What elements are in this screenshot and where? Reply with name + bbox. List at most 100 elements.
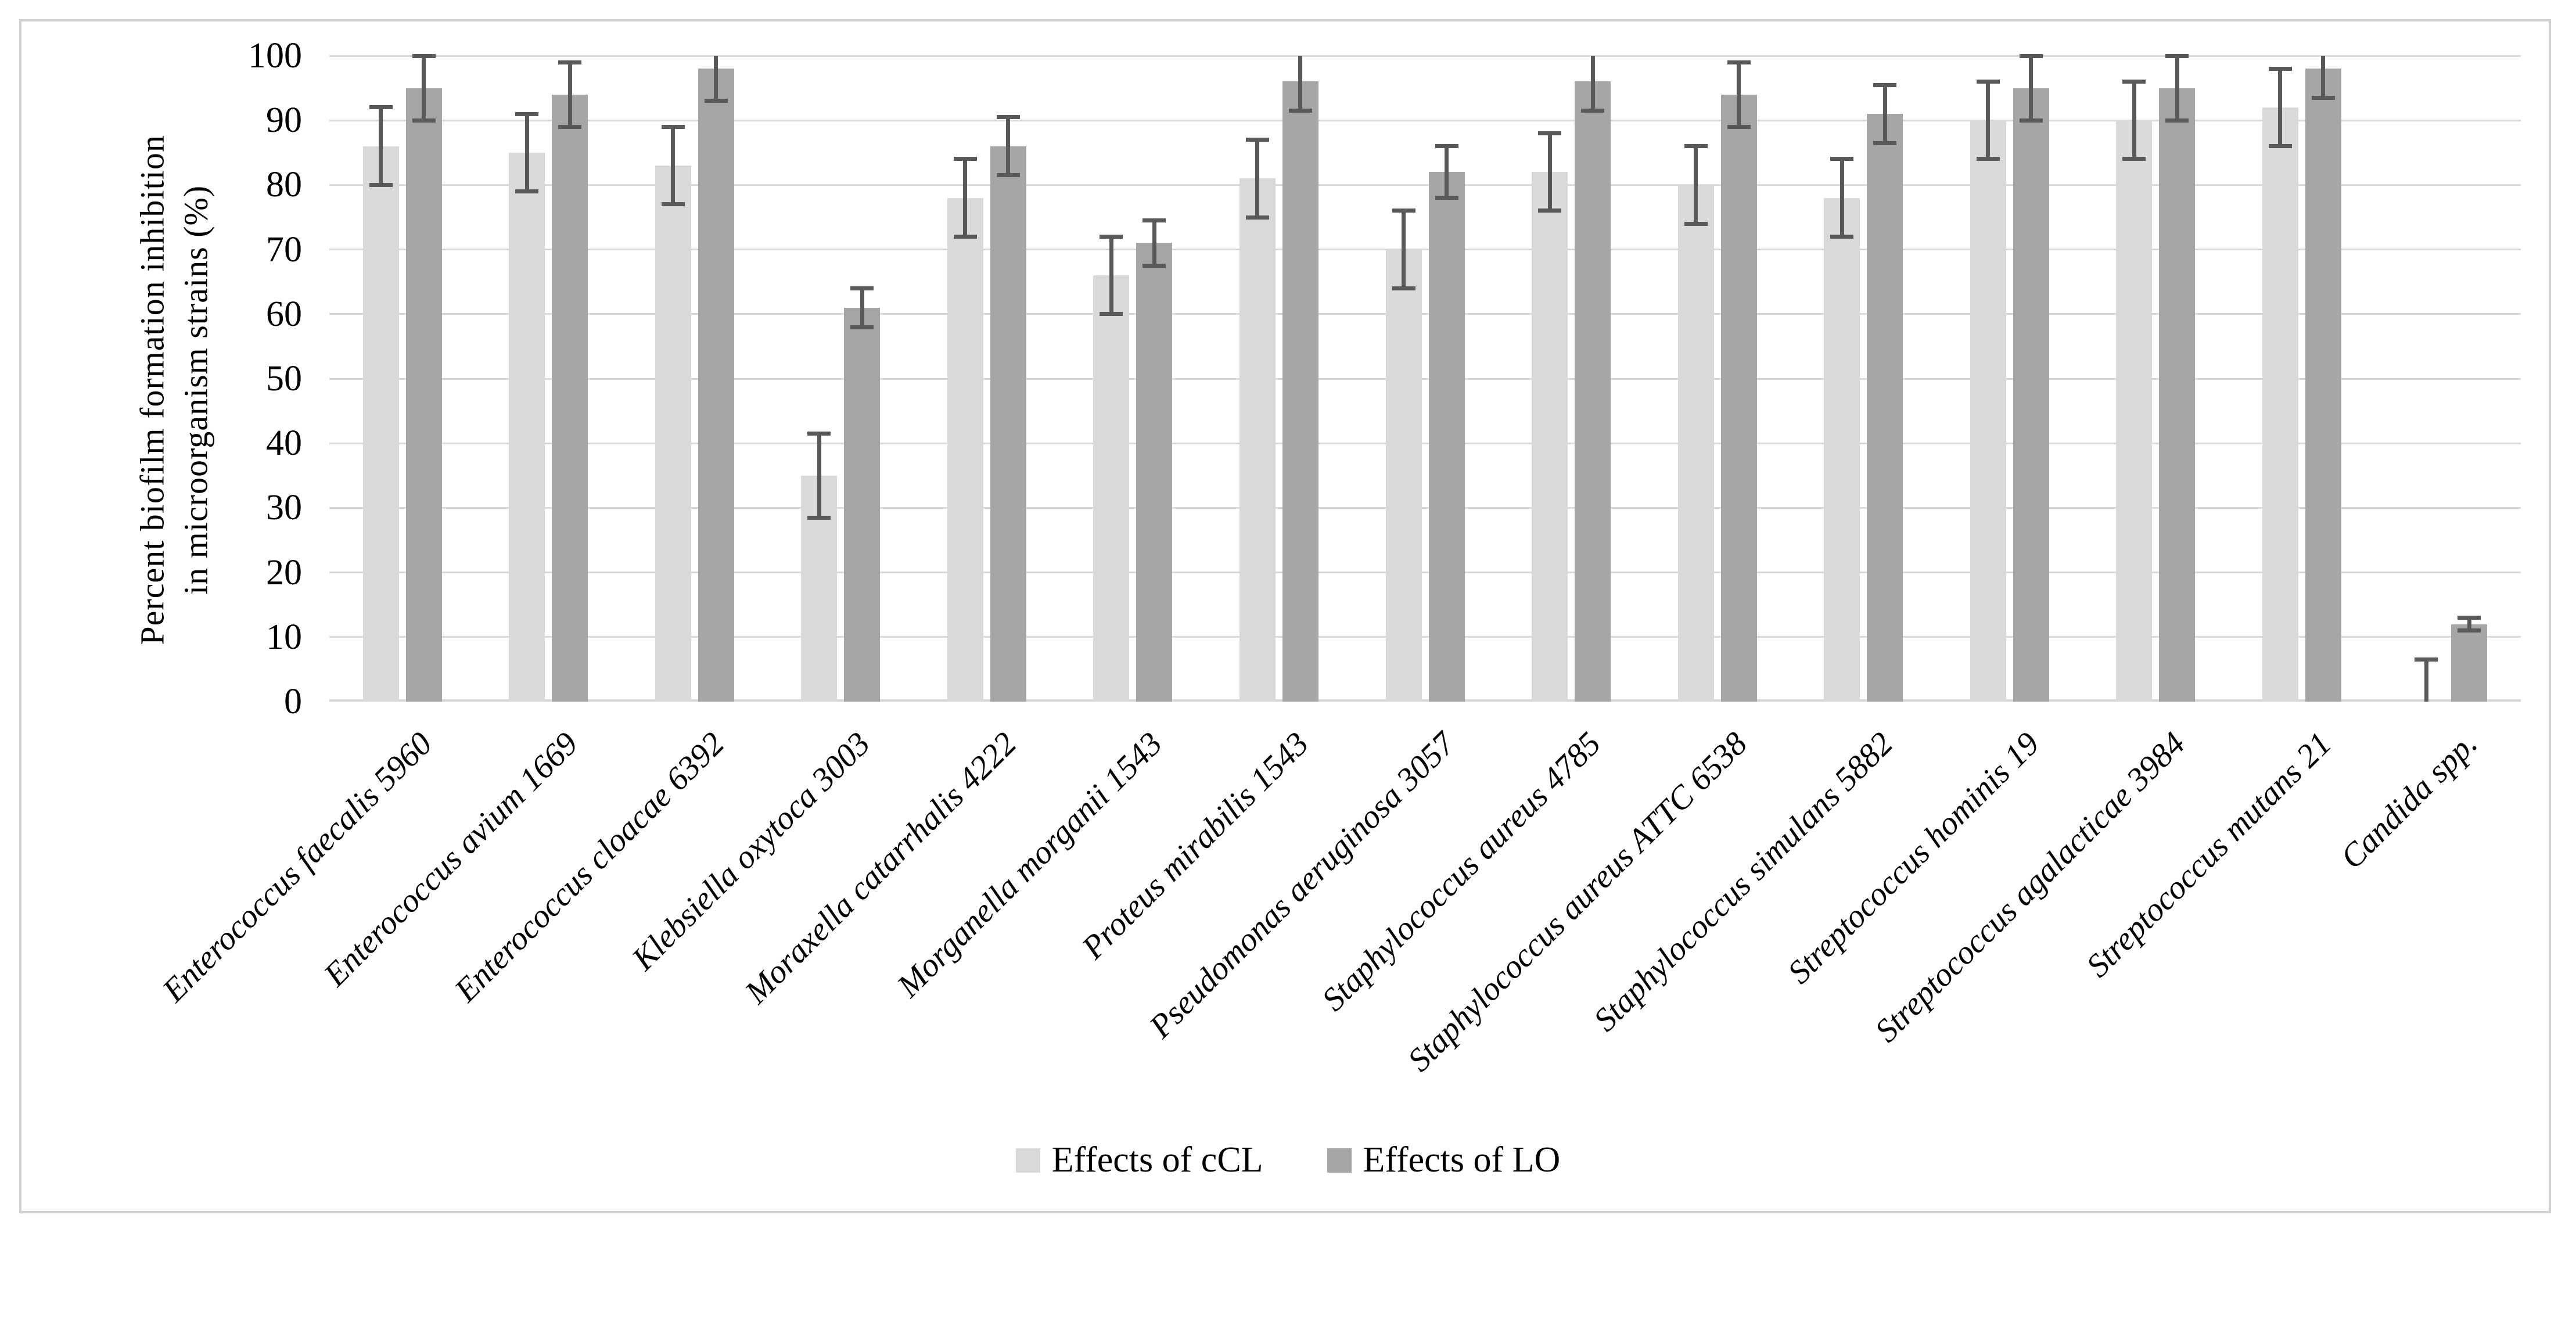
y-tick-20: 20 [0, 552, 302, 594]
error-cap-bottom-lo-1 [558, 125, 581, 129]
error-cap-top-ccl-6 [1246, 138, 1269, 142]
error-cap-bottom-ccl-6 [1246, 215, 1269, 220]
error-cap-top-ccl-3 [807, 432, 831, 436]
gridline-100 [329, 55, 2521, 57]
error-cap-top-lo-4 [997, 115, 1020, 119]
bar-lo-3 [844, 308, 880, 702]
y-tick-40: 40 [0, 422, 302, 464]
error-bar-lo-7 [1445, 146, 1449, 198]
error-cap-bottom-lo-13 [2312, 96, 2335, 100]
error-cap-top-lo-7 [1435, 144, 1458, 148]
error-cap-bottom-lo-3 [850, 325, 874, 329]
error-cap-bottom-ccl-4 [954, 235, 977, 239]
bar-lo-14 [2451, 624, 2487, 702]
bar-lo-8 [1575, 81, 1611, 702]
error-bar-ccl-6 [1255, 140, 1259, 217]
legend-label-lo: Effects of LO [1363, 1140, 1561, 1181]
error-bar-ccl-10 [1840, 159, 1844, 236]
error-cap-bottom-lo-7 [1435, 196, 1458, 200]
error-bar-ccl-3 [817, 434, 821, 518]
y-tick-10: 10 [0, 616, 302, 658]
error-cap-bottom-lo-6 [1289, 109, 1312, 113]
error-cap-top-ccl-12 [2122, 80, 2146, 84]
bar-ccl-5 [1093, 275, 1129, 702]
error-cap-top-ccl-4 [954, 157, 977, 161]
bar-lo-6 [1282, 81, 1318, 702]
error-bar-lo-11 [2029, 56, 2033, 120]
bar-lo-0 [406, 88, 442, 702]
bar-ccl-13 [2262, 107, 2298, 702]
error-cap-top-lo-5 [1143, 218, 1166, 222]
legend-item-ccl: Effects of cCL [1016, 1140, 1263, 1181]
error-cap-top-ccl-11 [1977, 80, 2000, 84]
bar-ccl-6 [1240, 178, 1276, 702]
error-cap-top-ccl-10 [1830, 157, 1853, 161]
y-tick-100: 100 [0, 35, 302, 77]
error-bar-ccl-5 [1109, 236, 1113, 314]
y-tick-0: 0 [0, 681, 302, 723]
error-bar-lo-0 [422, 56, 426, 120]
error-bar-ccl-9 [1694, 146, 1698, 224]
error-cap-top-lo-11 [2020, 54, 2043, 58]
legend-label-ccl: Effects of cCL [1052, 1140, 1263, 1181]
error-cap-bottom-ccl-11 [1977, 157, 2000, 161]
error-cap-top-ccl-9 [1684, 144, 1708, 148]
y-tick-70: 70 [0, 229, 302, 271]
bar-ccl-7 [1386, 250, 1422, 702]
error-cap-bottom-ccl-2 [662, 202, 685, 206]
error-cap-top-ccl-2 [662, 125, 685, 129]
bar-lo-12 [2159, 88, 2195, 702]
bar-lo-9 [1721, 95, 1757, 702]
y-tick-50: 50 [0, 358, 302, 400]
error-cap-bottom-ccl-9 [1684, 222, 1708, 226]
error-cap-bottom-ccl-10 [1830, 235, 1853, 239]
error-cap-top-lo-9 [1727, 60, 1751, 64]
error-cap-bottom-lo-5 [1143, 264, 1166, 268]
error-cap-top-ccl-8 [1538, 131, 1561, 135]
error-cap-bottom-ccl-0 [369, 183, 393, 187]
error-bar-ccl-8 [1548, 133, 1552, 210]
bar-lo-2 [698, 69, 734, 702]
error-bar-lo-8 [1591, 56, 1595, 111]
bar-ccl-0 [363, 146, 399, 702]
error-cap-bottom-ccl-3 [807, 516, 831, 520]
error-bar-lo-2 [714, 56, 718, 101]
error-bar-lo-1 [568, 62, 572, 127]
y-tick-60: 60 [0, 293, 302, 335]
error-bar-lo-6 [1298, 56, 1302, 111]
error-bar-ccl-11 [1986, 81, 1990, 159]
bar-ccl-8 [1532, 172, 1568, 702]
bar-ccl-2 [655, 166, 691, 702]
error-bar-lo-3 [860, 288, 864, 327]
error-bar-ccl-2 [671, 127, 675, 204]
bar-ccl-10 [1824, 198, 1860, 702]
legend-swatch-ccl-icon [1016, 1148, 1040, 1173]
bar-lo-5 [1136, 243, 1172, 702]
y-tick-90: 90 [0, 99, 302, 141]
error-cap-top-ccl-0 [369, 105, 393, 109]
error-cap-bottom-ccl-5 [1100, 312, 1123, 316]
y-tick-80: 80 [0, 164, 302, 206]
error-cap-top-lo-10 [1873, 83, 1896, 87]
error-cap-bottom-lo-10 [1873, 141, 1896, 145]
error-bar-ccl-14 [2424, 660, 2428, 702]
bar-ccl-12 [2116, 120, 2152, 702]
error-bar-lo-5 [1152, 221, 1156, 266]
error-bar-lo-9 [1737, 62, 1741, 127]
error-bar-lo-10 [1883, 85, 1887, 143]
error-cap-bottom-ccl-1 [515, 189, 538, 193]
bar-lo-13 [2305, 69, 2341, 702]
legend-swatch-lo-icon [1327, 1148, 1352, 1173]
error-cap-bottom-lo-2 [705, 99, 728, 103]
error-cap-bottom-lo-14 [2458, 628, 2481, 633]
bar-ccl-4 [947, 198, 983, 702]
error-cap-top-lo-0 [412, 54, 436, 58]
error-cap-bottom-lo-8 [1581, 109, 1604, 113]
error-cap-top-ccl-7 [1392, 209, 1415, 213]
error-cap-top-lo-3 [850, 286, 874, 290]
error-cap-top-ccl-14 [2415, 657, 2438, 662]
error-bar-lo-4 [1006, 117, 1010, 175]
error-bar-ccl-0 [379, 107, 383, 185]
error-cap-bottom-lo-12 [2165, 118, 2189, 123]
